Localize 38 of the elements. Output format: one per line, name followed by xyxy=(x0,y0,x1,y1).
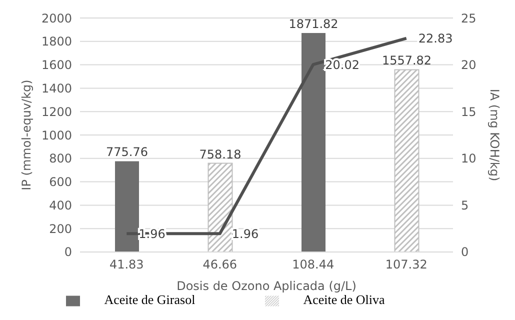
y-tick-label: 1400 xyxy=(41,81,72,96)
y2-tick-label: 15 xyxy=(461,104,476,119)
y2-axis-title: IA (mg KOH/kg) xyxy=(488,88,502,182)
data-label: 20.02 xyxy=(325,58,360,72)
y2-tick-label: 5 xyxy=(461,198,469,212)
y-tick-label: 800 xyxy=(49,152,72,166)
y-tick-label: 1800 xyxy=(41,34,72,49)
y-tick-label: 1000 xyxy=(41,128,72,142)
data-label: 1.96 xyxy=(232,226,259,241)
y-tick-label: 2000 xyxy=(41,11,72,26)
legend-label: Aceite de Oliva xyxy=(303,292,385,307)
bar xyxy=(208,162,233,252)
y2-tick-label: 20 xyxy=(461,58,476,72)
y-axis-title: IP (mmol-equv/kg) xyxy=(19,80,34,190)
data-label: 1557.82 xyxy=(382,54,432,68)
data-label: 775.76 xyxy=(106,145,148,160)
x-tick-label: 107.32 xyxy=(385,258,428,272)
y2-tick-label: 0 xyxy=(461,245,469,260)
y-tick-label: 1200 xyxy=(41,104,72,119)
data-label: 758.18 xyxy=(199,147,242,162)
y-tick-label: 200 xyxy=(49,222,72,236)
x-axis-title: Dosis de Ozono Aplicada (g/L) xyxy=(176,278,356,293)
y2-tick-label: 25 xyxy=(461,11,476,26)
legend-label: Aceite de Girasol xyxy=(104,292,196,307)
x-tick-label: 46.66 xyxy=(202,258,238,272)
y-tick-label: 600 xyxy=(49,175,72,190)
y-tick-label: 0 xyxy=(64,245,72,260)
y-tick-label: 1600 xyxy=(41,58,72,72)
x-tick-label: 41.83 xyxy=(109,258,144,272)
bar xyxy=(302,32,326,252)
bar xyxy=(115,161,139,252)
data-label: 22.83 xyxy=(418,32,453,46)
data-label: 1.96 xyxy=(138,226,166,241)
y2-tick-label: 10 xyxy=(461,152,476,166)
y-tick-label: 400 xyxy=(49,198,72,212)
x-tick-label: 108.44 xyxy=(292,258,334,272)
bar xyxy=(394,69,420,252)
data-label: 1871.82 xyxy=(288,16,338,31)
